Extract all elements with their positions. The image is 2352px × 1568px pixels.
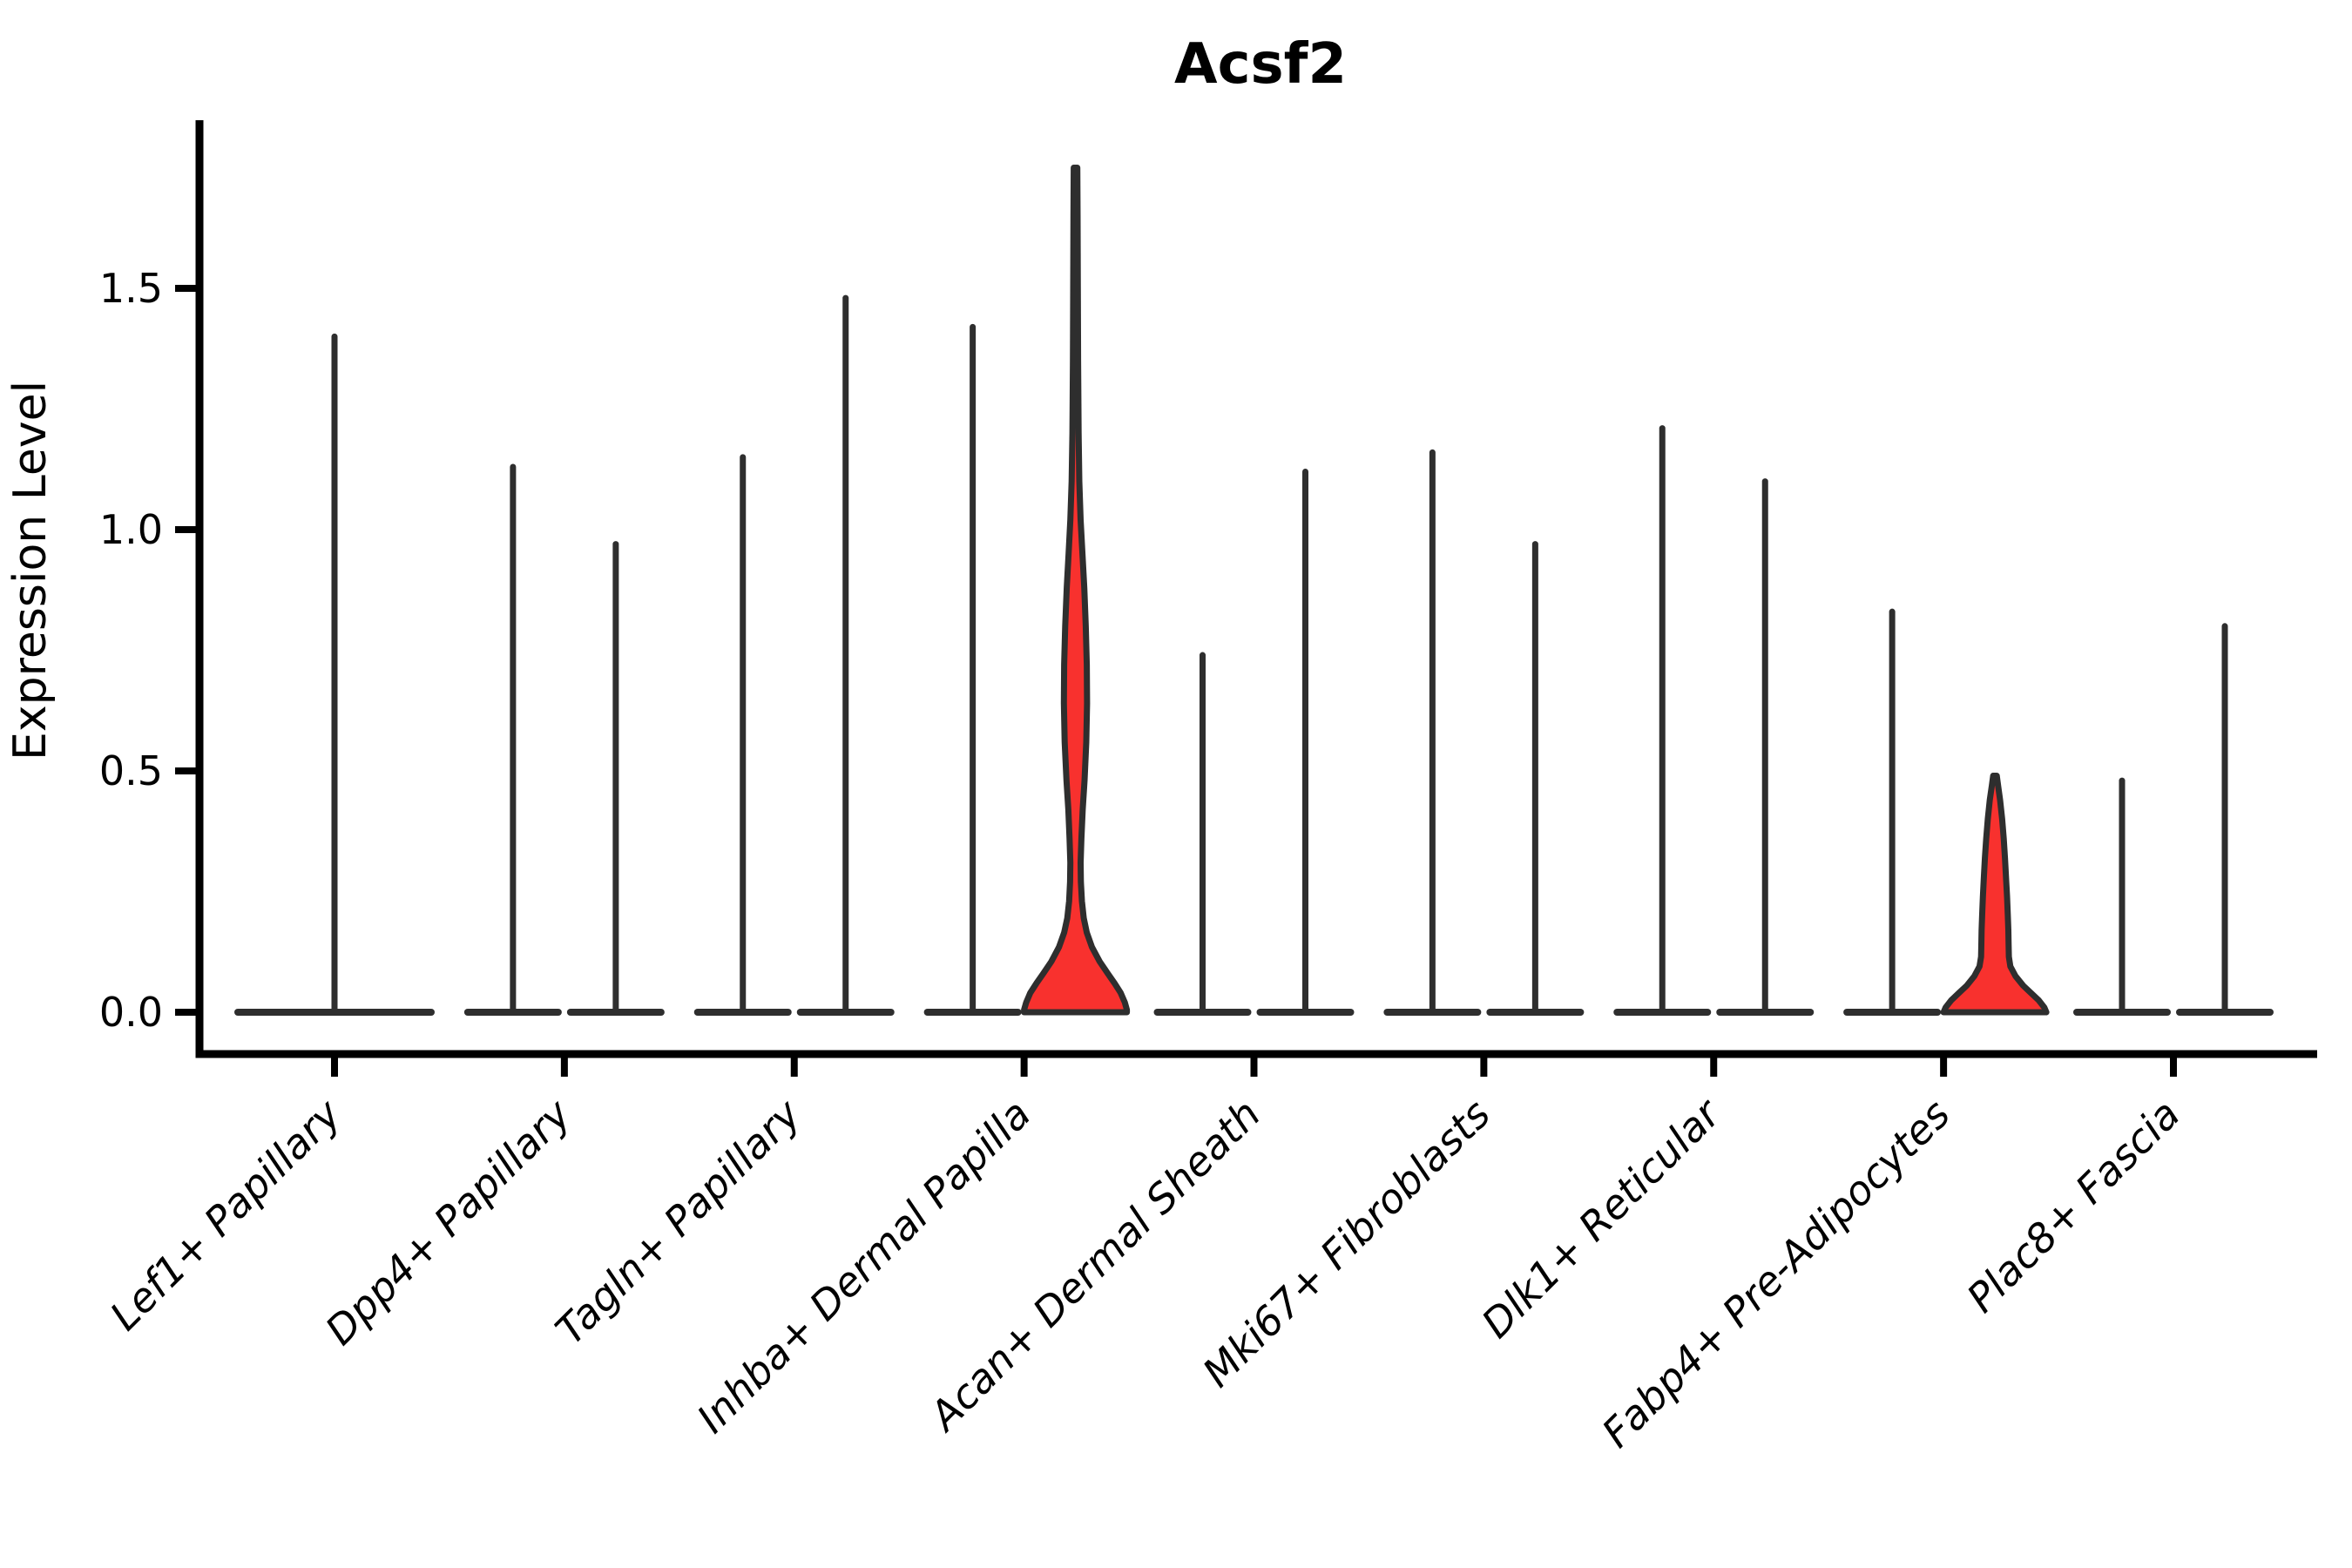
violin-mki67-fibroblasts-right xyxy=(1486,541,1585,1016)
violin-lef1-papillary-full xyxy=(234,333,435,1016)
violin-inhba-dermal-papilla-left xyxy=(923,323,1022,1016)
y-tick-label: 1.5 xyxy=(99,265,163,312)
violin-fabp4-pre-adipocytes-right xyxy=(1940,773,2050,1016)
chart-title: Acsf2 xyxy=(1174,32,1347,97)
x-tick-label: Dpp4+ Papillary xyxy=(316,1090,580,1354)
violin-fabp4-pre-adipocytes-left xyxy=(1843,608,1942,1016)
violin-dpp4-papillary-left xyxy=(463,463,562,1016)
violin-dpp4-papillary-right xyxy=(566,541,665,1016)
violin-acan-dermal-sheath-right xyxy=(1256,469,1355,1016)
y-tick-label: 1.0 xyxy=(99,506,163,553)
y-tick-label: 0.5 xyxy=(99,747,163,794)
violin-tagln-papillary-left xyxy=(693,454,792,1016)
violin-mki67-fibroblasts-left xyxy=(1383,449,1482,1016)
violin-shape xyxy=(1021,165,1131,1016)
y-tick-label: 0.0 xyxy=(99,989,163,1036)
violin-acan-dermal-sheath-left xyxy=(1153,652,1252,1016)
y-axis-label: Expression Level xyxy=(4,381,57,760)
x-tick-label: Tagln+ Papillary xyxy=(546,1090,810,1354)
violin-plac8-fascia-left xyxy=(2073,777,2171,1016)
violins xyxy=(234,165,2274,1016)
x-tick-label: Plac8+ Fascia xyxy=(1957,1091,2188,1321)
x-tick-label: Dlk1+ Reticular xyxy=(1472,1088,1731,1347)
violin-tagln-papillary-right xyxy=(796,294,895,1016)
violin-shape xyxy=(1940,773,2050,1016)
violin-plac8-fascia-right xyxy=(2176,623,2274,1016)
violin-dlk1-reticular-left xyxy=(1613,425,1712,1016)
violin-inhba-dermal-papilla-right xyxy=(1021,165,1131,1016)
violin-dlk1-reticular-right xyxy=(1716,478,1815,1016)
x-tick-label: Lef1+ Papillary xyxy=(101,1090,350,1339)
